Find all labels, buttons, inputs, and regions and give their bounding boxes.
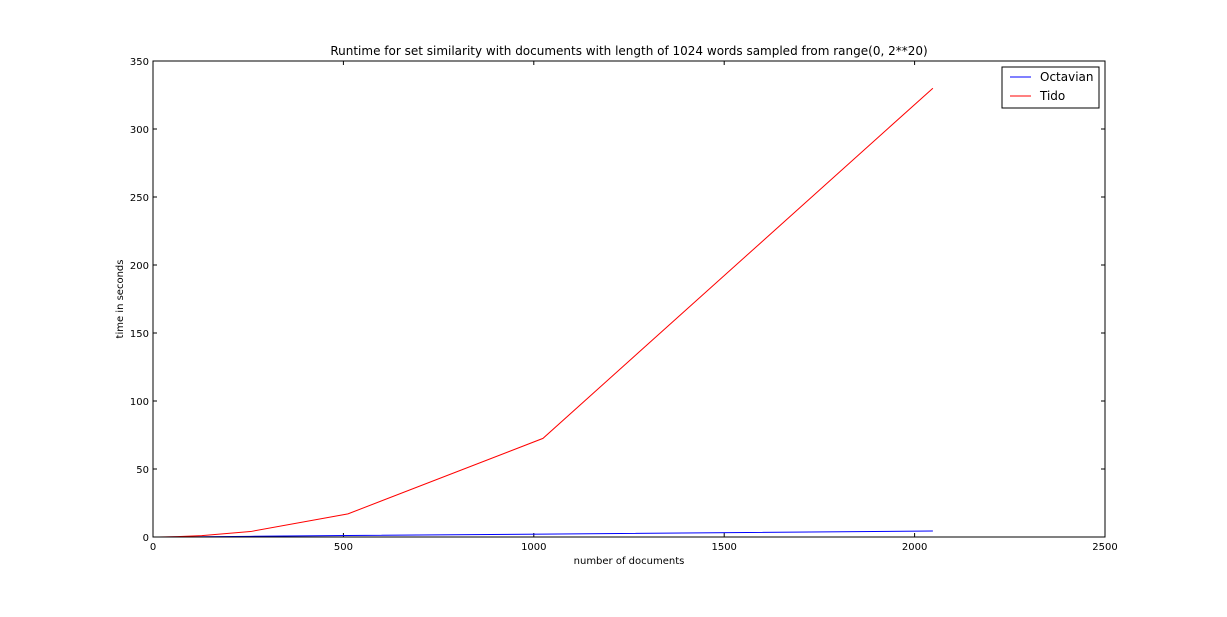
legend-label-tido: Tido [1039, 89, 1065, 103]
axis-tick-labels: 0 500 1000 1500 2000 2500 0 50 100 150 200 250 300 35… [130, 57, 1118, 553]
x-tick-label: 1000 [521, 542, 546, 553]
y-tick-label: 100 [130, 397, 149, 408]
x-axis-label: number of documents [574, 556, 685, 567]
y-tick-label: 0 [143, 533, 149, 544]
y-tick-label: 150 [130, 329, 149, 340]
y-tick-label: 300 [130, 125, 149, 136]
y-tick-label: 200 [130, 261, 149, 272]
legend: Octavian Tido [1001, 66, 1100, 109]
x-tick-label: 0 [150, 542, 156, 553]
chart-title: Runtime for set similarity with document… [330, 44, 927, 58]
plot-area [153, 61, 1105, 537]
x-tick-label: 1500 [711, 542, 736, 553]
y-tick-label: 50 [136, 465, 149, 476]
legend-box [1001, 66, 1100, 109]
x-tick-label: 2000 [902, 542, 927, 553]
legend-label-octavian: Octavian [1040, 70, 1094, 84]
x-tick-label: 500 [334, 542, 353, 553]
x-tick-label: 2500 [1092, 542, 1117, 553]
y-tick-label: 350 [130, 57, 149, 68]
y-axis-label: time in seconds [115, 260, 126, 339]
y-tick-label: 250 [130, 193, 149, 204]
plot-frame [152, 60, 1106, 538]
